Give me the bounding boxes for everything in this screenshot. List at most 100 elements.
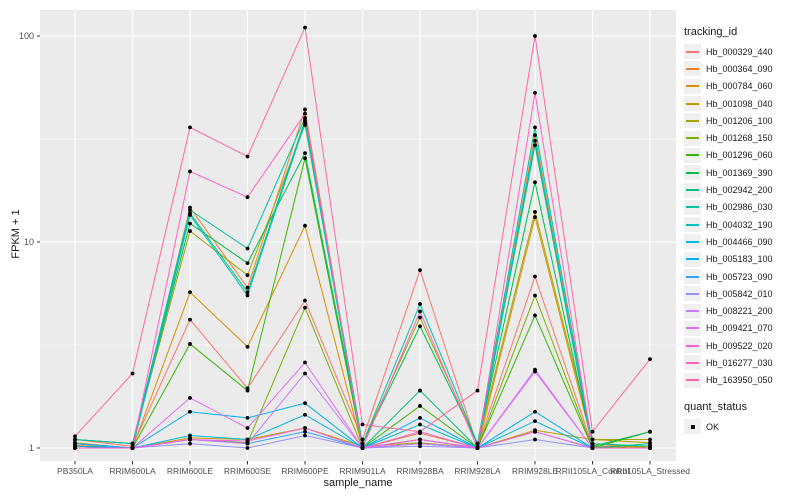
data-point: [245, 293, 250, 298]
legend-item-label: Hb_001098_040: [706, 98, 773, 109]
legend-item-label: Hb_000364_090: [706, 63, 773, 74]
series-color-swatch: [684, 165, 701, 181]
ok-point-swatch: [684, 419, 701, 435]
data-point: [533, 419, 537, 424]
data-point: [533, 34, 537, 38]
data-point: [418, 309, 422, 314]
series-line-icon: [686, 292, 699, 295]
data-point: [303, 401, 307, 406]
data-point: [303, 120, 307, 125]
x-tick-label-RRIM600SE: RRIM600SE: [223, 466, 272, 476]
data-point: [418, 404, 422, 408]
x-tick-label-RRIM928BA: RRIM928BA: [396, 466, 444, 476]
data-point: [303, 111, 307, 116]
legend-item-label: Hb_163950_050: [706, 375, 773, 386]
series-line-icon: [686, 67, 699, 70]
legend-item-Hb_000364_090: Hb_000364_090: [684, 60, 798, 77]
data-point: [533, 293, 537, 298]
data-point: [418, 315, 422, 320]
series-color-swatch: [684, 320, 701, 336]
data-point: [130, 446, 135, 450]
legend-item-label: Hb_009522_020: [706, 340, 773, 351]
data-point: [475, 446, 480, 450]
series-line-icon: [686, 361, 699, 364]
data-point: [533, 180, 537, 185]
legend-item-label: Hb_002942_200: [706, 185, 773, 196]
data-point: [648, 357, 652, 362]
data-point: [418, 422, 422, 427]
data-point: [303, 429, 307, 434]
legend-item-Hb_001268_150: Hb_001268_150: [684, 129, 798, 146]
series-line-icon: [686, 206, 699, 209]
data-point: [590, 441, 595, 446]
legend-item-Hb_002942_200: Hb_002942_200: [684, 181, 798, 198]
data-point: [188, 441, 192, 446]
data-point: [188, 169, 192, 174]
data-point: [533, 138, 537, 143]
data-point: [590, 429, 595, 434]
series-line-icon: [686, 171, 699, 174]
legend-item-label: Hb_001296_060: [706, 150, 773, 161]
series-line-icon: [686, 50, 699, 53]
panel-background: [40, 10, 676, 461]
data-point: [533, 274, 537, 279]
legend-item-Hb_005842_010: Hb_005842_010: [684, 285, 798, 302]
series-color-swatch: [684, 199, 701, 215]
series-color-swatch: [684, 355, 701, 371]
series-line-icon: [686, 327, 699, 330]
data-point: [245, 246, 250, 251]
data-point: [303, 305, 307, 310]
y-axis-title: FPKM + 1: [10, 209, 22, 259]
black-point-icon: [690, 424, 695, 429]
legend-item-Hb_001206_100: Hb_001206_100: [684, 112, 798, 129]
legend-item-Hb_000784_060: Hb_000784_060: [684, 78, 798, 95]
data-point: [533, 209, 537, 214]
data-point: [130, 371, 135, 376]
x-tick-label-RRIM600LA: RRIM600LA: [109, 466, 156, 476]
data-point: [188, 229, 192, 233]
data-point: [245, 439, 250, 444]
series-line-icon: [686, 119, 699, 122]
data-point: [245, 195, 250, 200]
legend-item-label: Hb_004466_090: [706, 236, 773, 247]
data-point: [360, 437, 365, 442]
x-tick-label-RRIM928LE: RRIM928LE: [511, 466, 559, 476]
data-point: [73, 434, 77, 439]
series-color-swatch: [684, 147, 701, 163]
data-point: [188, 208, 192, 212]
data-point: [360, 441, 365, 446]
x-tick-label-RRIM600PE: RRIM600PE: [281, 466, 329, 476]
series-color-swatch: [684, 44, 701, 60]
series-color-swatch: [684, 217, 701, 233]
data-point: [303, 151, 307, 156]
data-point: [418, 441, 422, 446]
series-line-icon: [686, 223, 699, 226]
legend-item-Hb_002986_030: Hb_002986_030: [684, 199, 798, 216]
series-color-swatch: [684, 182, 701, 198]
x-tick-label-PB350LA: PB350LA: [57, 466, 93, 476]
legend-item-Hb_001369_390: Hb_001369_390: [684, 164, 798, 181]
data-point: [418, 429, 422, 434]
x-tick-label-RRIM901LA: RRIM901LA: [339, 466, 386, 476]
data-point: [648, 429, 652, 434]
series-line-icon: [686, 258, 699, 261]
series-line-icon: [686, 344, 699, 347]
data-point: [245, 285, 250, 290]
series-line-icon: [686, 310, 699, 313]
data-point: [533, 143, 537, 148]
data-point: [245, 344, 250, 349]
legend-item-Hb_005183_100: Hb_005183_100: [684, 251, 798, 268]
data-point: [245, 426, 250, 430]
series-line-icon: [686, 102, 699, 105]
legend-item-Hb_016277_030: Hb_016277_030: [684, 354, 798, 371]
data-point: [245, 290, 250, 295]
series-color-swatch: [684, 303, 701, 319]
legend: tracking_id Hb_000329_440 Hb_000364_090 Hb…: [684, 26, 798, 435]
legend-item-label: Hb_001268_150: [706, 133, 773, 144]
legend-item-label: Hb_005842_010: [706, 288, 773, 299]
data-point: [533, 429, 537, 434]
legend-item-label: Hb_005723_090: [706, 271, 773, 282]
data-point: [475, 441, 480, 446]
series-line-icon: [686, 189, 699, 192]
legend-item-Hb_005723_090: Hb_005723_090: [684, 268, 798, 285]
